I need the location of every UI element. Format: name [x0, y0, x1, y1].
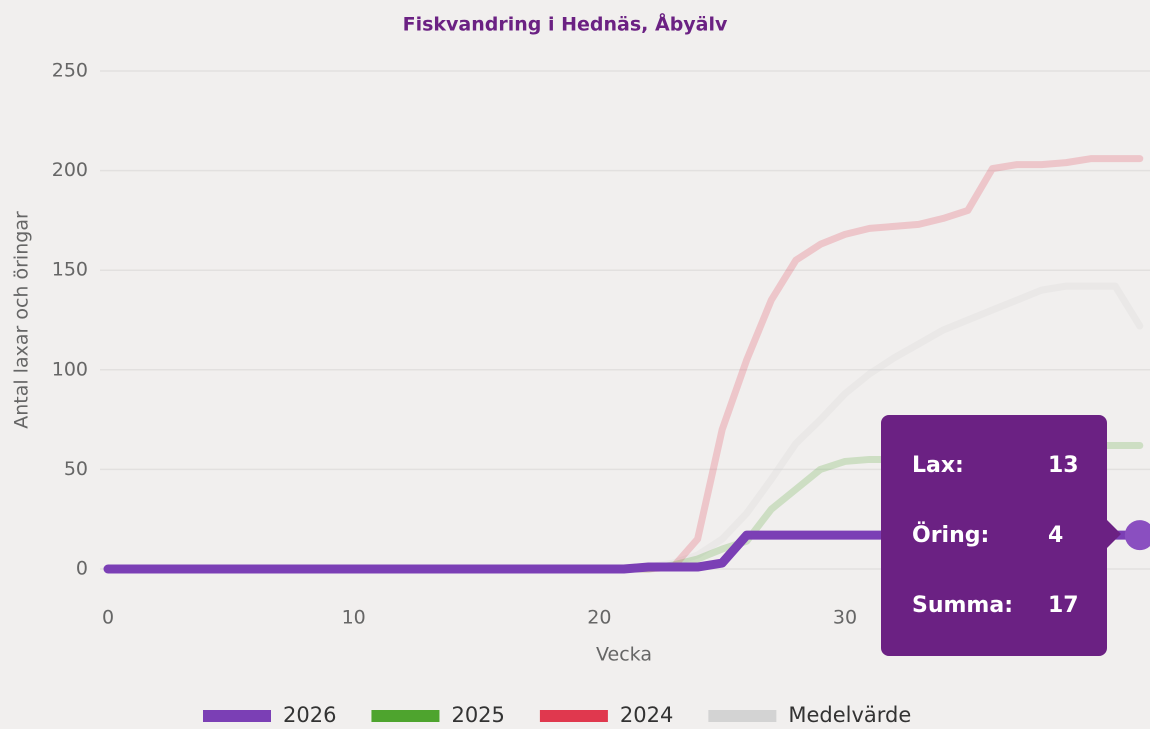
hover-point: [1124, 520, 1150, 551]
legend-label: 2024: [620, 703, 673, 727]
legend-swatch: [371, 710, 440, 722]
legend-label: 2025: [451, 703, 504, 727]
y-tick-label: 0: [76, 558, 88, 580]
x-tick-label: 20: [587, 607, 611, 629]
tooltip-label: Lax:: [912, 453, 964, 478]
legend-label: Medelvärde: [788, 703, 911, 727]
y-tick-label: 250: [52, 60, 88, 82]
y-tick-label: 50: [64, 458, 88, 480]
x-axis-label: Vecka: [596, 644, 652, 666]
tooltip-label: Öring:: [912, 522, 989, 548]
y-tick-label: 200: [52, 159, 88, 181]
y-axis-label: Antal laxar och öringar: [11, 211, 33, 429]
x-tick-label: 10: [342, 607, 366, 629]
x-tick-label: 30: [833, 607, 857, 629]
tooltip-value: 17: [1048, 593, 1079, 618]
legend-swatch: [708, 710, 777, 722]
legend-label: 2026: [283, 703, 336, 727]
tooltip-value: 13: [1048, 453, 1079, 478]
tooltip-box: [881, 415, 1121, 656]
y-tick-label: 100: [52, 358, 88, 380]
y-tick-label: 150: [52, 259, 88, 281]
legend-swatch: [539, 710, 608, 722]
tooltip-label: Summa:: [912, 593, 1013, 618]
chart-title: Fiskvandring i Hednäs, Åbyälv: [403, 12, 728, 36]
x-tick-label: 0: [102, 607, 114, 629]
legend-swatch: [203, 710, 271, 722]
tooltip-value: 4: [1048, 523, 1063, 548]
